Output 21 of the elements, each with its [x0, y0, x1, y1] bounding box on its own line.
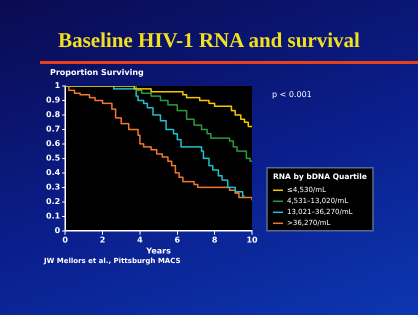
x-tick-label: 0: [62, 236, 68, 245]
y-tick-label: 0.1: [46, 211, 61, 220]
y-tick-label: 0.9: [46, 96, 61, 105]
y-tick-label: 0.7: [46, 124, 60, 134]
chart-title: Baseline HIV-1 RNA and survival: [57, 28, 361, 53]
y-tick-label: 0.8: [46, 110, 61, 120]
x-tick-label: 8: [212, 236, 218, 245]
y-axis-title: Proportion Surviving: [50, 68, 144, 77]
text: p < 0.001: [272, 90, 312, 99]
y-tick-label: 0.2: [46, 196, 60, 206]
x-tick-label: 2: [100, 236, 106, 245]
x-tick-label: 6: [174, 236, 180, 245]
x-tick-label: 4: [137, 236, 144, 245]
y-tick-label: 0.4: [46, 168, 61, 177]
y-tick-label: 0.5: [46, 153, 61, 162]
y-tick-label: 0: [54, 226, 61, 235]
x-tick-label: 10: [246, 236, 258, 245]
y-tick-label: 0.6: [46, 139, 61, 148]
y-tick-label: 0.3: [46, 182, 60, 192]
y-tick-label: 1: [54, 81, 61, 90]
x-axis-title: Years: [145, 246, 172, 256]
